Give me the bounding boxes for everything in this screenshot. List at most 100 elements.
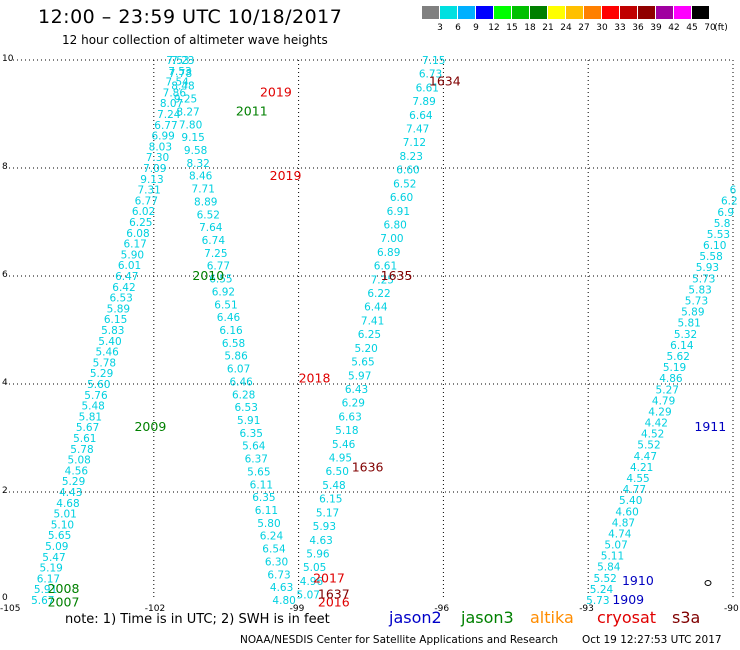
wave-height-value: 7.78 xyxy=(169,68,192,80)
wave-height-value: 5.83 xyxy=(101,325,124,337)
wave-height-value: 5.05 xyxy=(303,562,326,574)
wave-height-value: 4.74 xyxy=(608,528,632,540)
wave-height-value: 6.35 xyxy=(240,428,263,440)
wave-height-value: 5.73 xyxy=(685,296,708,308)
wave-height-value: 8.27 xyxy=(176,106,199,118)
wave-height-value: 5.29 xyxy=(90,368,113,380)
wave-height-value: 5.91 xyxy=(34,584,57,596)
legend-swatch xyxy=(458,6,475,19)
lon-tick-label: -102 xyxy=(145,604,165,614)
wave-height-value: 7.80 xyxy=(179,119,202,131)
lon-tick-label: -90 xyxy=(724,604,739,614)
wave-height-value: 4.87 xyxy=(612,517,635,529)
wave-height-value: 6.2 xyxy=(721,196,738,208)
wave-height-value: 9.58 xyxy=(184,145,207,157)
wave-height-value: 6.53 xyxy=(235,402,258,414)
wave-height-value: 7.89 xyxy=(412,96,435,108)
lon-tick-label: -96 xyxy=(434,604,449,614)
wave-height-value: 6.50 xyxy=(326,466,349,478)
wave-height-value: 5.86 xyxy=(224,351,248,363)
wave-height-value: 5.97 xyxy=(348,370,371,382)
pass-time-label: 2011 xyxy=(236,103,268,118)
wave-height-value: 5.90 xyxy=(121,249,144,261)
wave-height-value: 6.25 xyxy=(129,217,152,229)
lat-tick-label: 8 xyxy=(2,162,8,172)
wave-height-value: 5.32 xyxy=(674,329,697,341)
satellite-label-jason3: jason3 xyxy=(461,608,514,627)
wave-height-value: 7.53 xyxy=(168,66,191,78)
wave-height-value: 6.46 xyxy=(229,376,253,388)
wave-height-value: 5.78 xyxy=(70,444,93,456)
wave-height-value: 5.46 xyxy=(332,439,356,451)
wave-height-value: 6.58 xyxy=(222,338,245,350)
legend-label: 18 xyxy=(524,23,536,33)
lat-tick-label: 6 xyxy=(2,270,8,280)
wave-height-value: 6.08 xyxy=(126,228,149,240)
wave-height-value: 4.79 xyxy=(652,395,675,407)
wave-height-value: 6.15 xyxy=(319,494,342,506)
wave-height-value: 5.65 xyxy=(351,357,374,369)
wave-height-value: 5.96 xyxy=(306,548,330,560)
legend-label: 33 xyxy=(614,23,626,33)
wave-height-value: 5.91 xyxy=(237,415,260,427)
wave-height-value: 6.60 xyxy=(390,192,413,204)
wave-height-value: 8.48 xyxy=(171,81,194,93)
wave-height-value: 5.84 xyxy=(597,562,621,574)
wave-height-value: 7.71 xyxy=(192,184,215,196)
wave-height-value: 5.58 xyxy=(699,251,722,263)
wave-height-value: 4.42 xyxy=(645,418,668,430)
legend-label: 6 xyxy=(455,23,461,33)
wave-height-value: 5.40 xyxy=(98,336,121,348)
lon-tick-label: -99 xyxy=(290,604,305,614)
wave-height-value: 7.23 xyxy=(171,55,194,67)
lat-tick-label: 0 xyxy=(2,593,8,603)
satellite-tracks: 5.675.916.175.195.475.095.655.105.014.68… xyxy=(31,55,738,607)
satellite-label-s3a: s3a xyxy=(672,608,701,627)
wave-height-value: 6.61 xyxy=(374,261,397,273)
wave-height-value: 6.99 xyxy=(151,131,174,143)
wave-height-value: 7.24 xyxy=(157,109,181,121)
wave-height-value: 5.80 xyxy=(257,518,280,530)
wave-height-value: 7.25 xyxy=(371,274,394,286)
legend-swatch xyxy=(512,6,529,19)
legend-label: 42 xyxy=(668,23,680,33)
wave-height-value: 6.11 xyxy=(250,479,273,491)
wave-height-value: 4.29 xyxy=(648,406,671,418)
wave-height-value: 6.46 xyxy=(217,312,241,324)
wave-height-value: 5.18 xyxy=(335,425,358,437)
wave-height-value: 6.53 xyxy=(109,293,132,305)
wave-height-value: 7.25 xyxy=(204,248,227,260)
wave-height-value: 6.07 xyxy=(227,364,250,376)
wave-height-value: 6.9 xyxy=(717,207,734,219)
wave-height-value: 5.62 xyxy=(667,351,690,363)
satellite-label-cryosat: cryosat xyxy=(597,608,657,627)
footer-timestamp: Oct 19 12:27:53 UTC 2017 xyxy=(582,634,722,646)
wave-height-value: 6.29 xyxy=(342,398,365,410)
wave-height-value: 8.23 xyxy=(400,151,423,163)
wave-height-value: 6.35 xyxy=(252,492,275,504)
wave-height-value: 5.52 xyxy=(593,573,616,585)
wave-height-value: 5.46 xyxy=(95,347,119,359)
wave-height-value: 6.15 xyxy=(104,314,127,326)
wave-height-value: 4.96 xyxy=(300,576,324,588)
wave-height-value: 5.83 xyxy=(688,284,711,296)
wave-height-value: 6.44 xyxy=(364,302,388,314)
wave-height-value: 6.14 xyxy=(670,340,694,352)
wave-height-value: 5.40 xyxy=(619,495,642,507)
wave-height-value: 6.91 xyxy=(387,206,410,218)
wave-height-value: 8.46 xyxy=(189,171,213,183)
wave-height-value: 5.07 xyxy=(297,590,320,602)
wave-height-value: 8.89 xyxy=(194,196,217,208)
wave-height-value: 6.43 xyxy=(345,384,368,396)
legend-label: 30 xyxy=(596,23,608,33)
wave-height-value: 5.29 xyxy=(62,476,85,488)
wave-height-value: 6.17 xyxy=(37,573,60,585)
pass-time-label: 2017 xyxy=(313,570,345,585)
legend-label: 36 xyxy=(632,23,644,33)
wave-height-value: 6.30 xyxy=(265,556,288,568)
lat-tick-label: 2 xyxy=(2,486,8,496)
legend-swatch xyxy=(440,6,457,19)
wave-height-value: 5.47 xyxy=(42,552,65,564)
wave-height-value: 6.63 xyxy=(338,411,361,423)
wave-height-value: 5.65 xyxy=(247,466,270,478)
